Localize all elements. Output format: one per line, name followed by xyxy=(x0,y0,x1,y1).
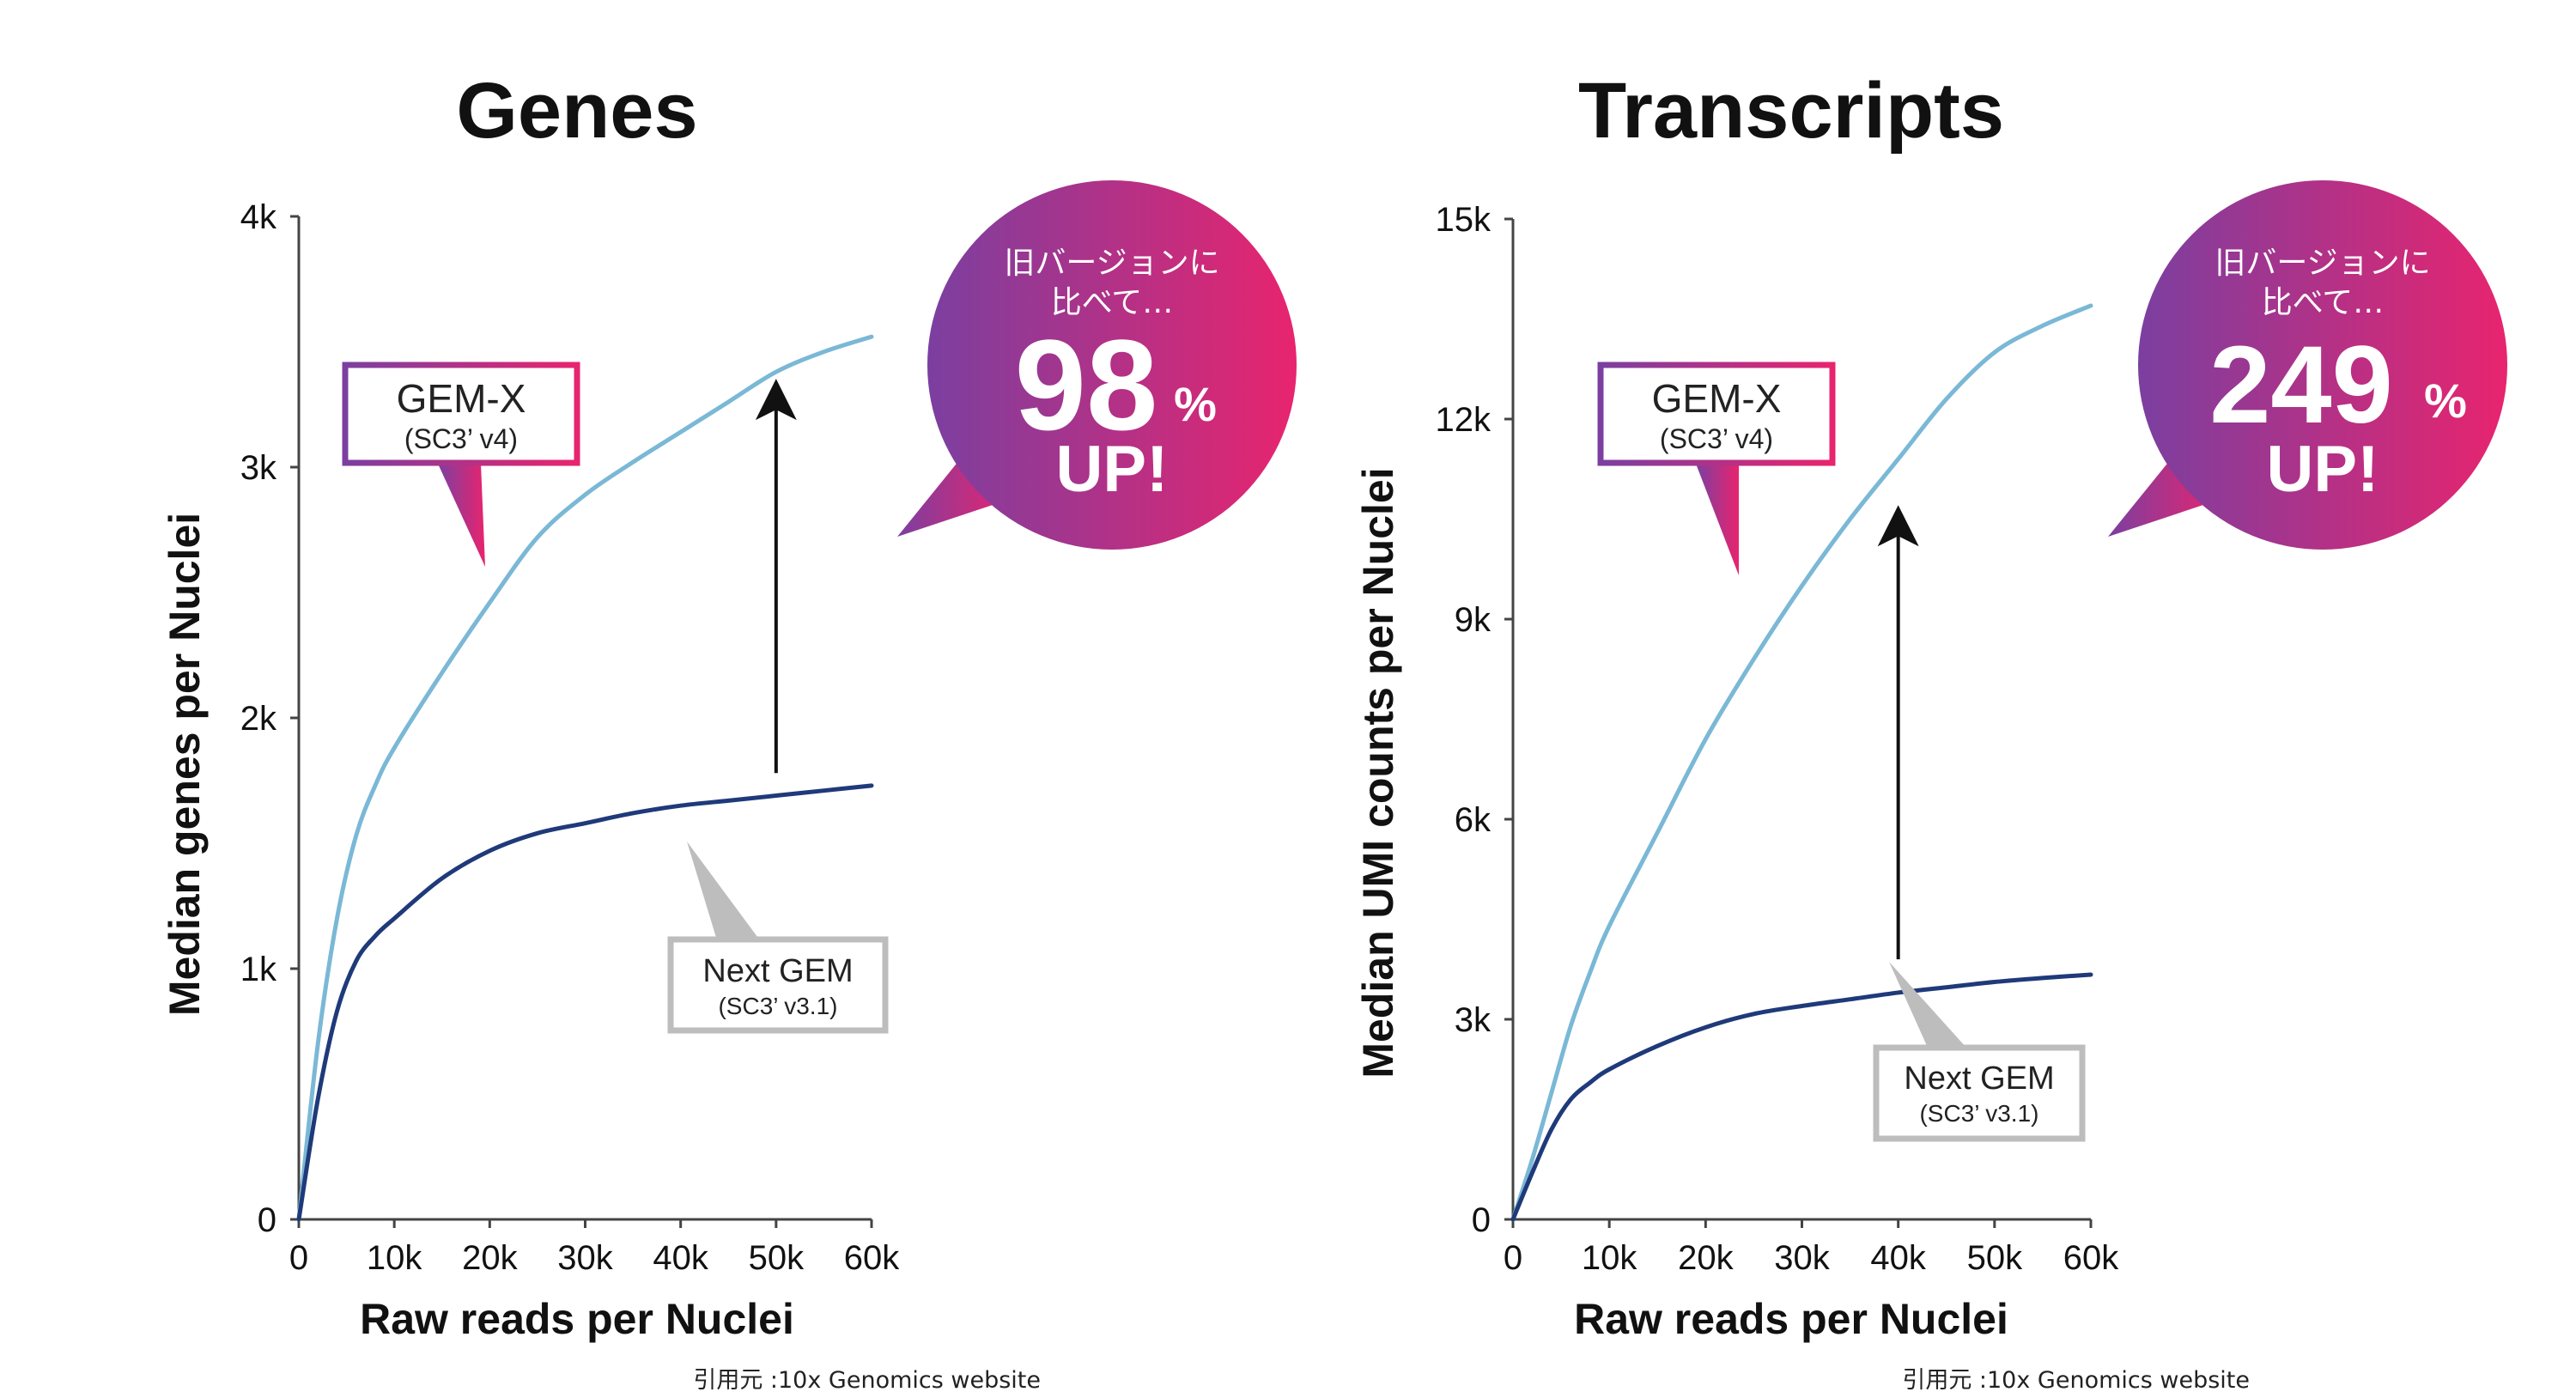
genes-gemx-callout-tail xyxy=(438,464,485,567)
genes-x-tick-label: 30k xyxy=(557,1239,613,1277)
transcripts-x-tick-label: 30k xyxy=(1774,1239,1830,1277)
transcripts-y-tick-label: 3k xyxy=(1455,1001,1492,1039)
genes-nextgem-sublabel: (SC3’ v3.1) xyxy=(718,993,837,1019)
genes-gemx-box xyxy=(342,362,580,466)
genes-gemx-line xyxy=(296,334,874,1222)
transcripts-bubble-number: 249 xyxy=(2209,324,2393,447)
transcripts-y-tick-label: 12k xyxy=(1436,401,1492,439)
transcripts-x-ticks: 0 10k 20k 30k 40k 50k 60k xyxy=(1504,1219,2119,1277)
transcripts-nextgem-box xyxy=(1873,1044,2086,1142)
genes-bubble-up: UP! xyxy=(1056,433,1169,506)
transcripts-bubble-up: UP! xyxy=(2267,433,2379,506)
genes-x-tick-label: 10k xyxy=(367,1239,422,1277)
genes-gemx-label: GEM-X xyxy=(397,376,526,421)
genes-bubble-number: 98 xyxy=(1015,313,1158,457)
transcripts-x-tick-label: 50k xyxy=(1967,1239,2023,1277)
genes-y-ticks: 0 1k 2k 3k 4k xyxy=(240,198,299,1239)
transcripts-series-group xyxy=(1510,303,2093,1222)
genes-y-axis-label: Median genes per Nuclei xyxy=(161,513,209,1016)
genes-bubble-line1: 旧バージョンに xyxy=(1004,246,1219,281)
genes-y-tick-label: 2k xyxy=(240,700,277,738)
transcripts-bubble-percent: % xyxy=(2424,374,2467,428)
transcripts-x-tick-label: 20k xyxy=(1678,1239,1734,1277)
transcripts-nextgem-sublabel: (SC3’ v3.1) xyxy=(1919,1100,2038,1127)
genes-nextgem-line xyxy=(296,783,874,1222)
genes-nextgem-callout: Next GEM (SC3’ v3.1) xyxy=(667,842,889,1034)
genes-y-tick-label: 3k xyxy=(240,449,277,487)
genes-bubble-percent: % xyxy=(1174,377,1217,431)
transcripts-title: Transcripts xyxy=(1578,67,2004,155)
transcripts-nextgem-label: Next GEM xyxy=(1904,1061,2054,1097)
genes-nextgem-callout-tail xyxy=(687,842,760,940)
genes-bubble-circle xyxy=(927,180,1297,550)
transcripts-y-tick-label: 9k xyxy=(1455,601,1492,639)
transcripts-gemx-box xyxy=(1597,362,1836,466)
genes-bubble-line2: 比べて… xyxy=(1051,285,1174,320)
genes-nextgem-label: Next GEM xyxy=(702,953,853,989)
transcripts-nextgem-line xyxy=(1510,972,2093,1222)
transcripts-y-tick-label: 15k xyxy=(1436,201,1492,239)
transcripts-y-axis-label: Median UMI counts per Nuclei xyxy=(1354,467,1402,1078)
transcripts-bubble-circle xyxy=(2138,180,2507,550)
genes-source-note: 引用元 :10x Genomics website xyxy=(693,1367,1041,1394)
transcripts-x-tick-label: 40k xyxy=(1870,1239,1926,1277)
transcripts-y-tick-label: 6k xyxy=(1455,801,1492,839)
genes-x-tick-label: 40k xyxy=(653,1239,708,1277)
genes-nextgem-box xyxy=(667,936,889,1034)
transcripts-gemx-line xyxy=(1510,303,2093,1222)
genes-x-tick-label: 20k xyxy=(462,1239,518,1277)
transcripts-speech-bubble: 旧バージョンに 比べて… 249 % UP! xyxy=(2108,180,2507,550)
genes-y-tick-label: 4k xyxy=(240,198,277,236)
genes-x-tick-label: 60k xyxy=(844,1239,900,1277)
genes-x-axis-label: Raw reads per Nuclei xyxy=(360,1295,794,1343)
transcripts-y-tick-label: 0 xyxy=(1472,1201,1491,1239)
genes-series-group xyxy=(296,334,874,1222)
transcripts-x-tick-label: 0 xyxy=(1504,1239,1522,1277)
transcripts-gemx-sublabel: (SC3’ v4) xyxy=(1660,423,1773,454)
transcripts-gemx-callout-tail xyxy=(1696,464,1739,575)
genes-panel: Genes Median genes per Nuclei Raw reads … xyxy=(161,67,1297,1394)
genes-x-tick-label: 0 xyxy=(289,1239,308,1277)
transcripts-bubble-line1: 旧バージョンに xyxy=(2215,246,2430,281)
transcripts-panel: Transcripts Median UMI counts per Nuclei… xyxy=(1354,67,2507,1394)
genes-x-ticks: 0 10k 20k 30k 40k 50k 60k xyxy=(289,1219,900,1277)
transcripts-gemx-callout: GEM-X (SC3’ v4) xyxy=(1597,362,1836,575)
transcripts-gemx-label: GEM-X xyxy=(1652,376,1782,421)
transcripts-plot-area: 0 3k 6k 9k 12k 15k 0 10k 20k 30k 40k 50k 60k xyxy=(1436,201,2120,1277)
transcripts-bubble-line2: 比べて… xyxy=(2262,285,2385,320)
genes-title: Genes xyxy=(456,67,697,155)
transcripts-x-axis-label: Raw reads per Nuclei xyxy=(1574,1295,2008,1343)
genes-x-tick-label: 50k xyxy=(749,1239,805,1277)
transcripts-y-ticks: 0 3k 6k 9k 12k 15k xyxy=(1436,201,1513,1239)
genes-speech-bubble: 旧バージョンに 比べて… 98 % UP! xyxy=(897,180,1297,550)
genes-y-tick-label: 0 xyxy=(258,1201,276,1239)
genes-gemx-callout: GEM-X (SC3’ v4) xyxy=(342,362,580,567)
transcripts-nextgem-callout-tail xyxy=(1889,962,1966,1048)
genes-plot-area: 0 1k 2k 3k 4k 0 10k 20k 30k 40k 50k 60k xyxy=(240,198,900,1277)
genes-gemx-sublabel: (SC3’ v4) xyxy=(404,423,518,454)
transcripts-x-tick-label: 60k xyxy=(2063,1239,2119,1277)
transcripts-nextgem-callout: Next GEM (SC3’ v3.1) xyxy=(1873,962,2086,1142)
transcripts-source-note: 引用元 :10x Genomics website xyxy=(1902,1367,2250,1394)
genes-y-tick-label: 1k xyxy=(240,951,277,988)
transcripts-x-tick-label: 10k xyxy=(1582,1239,1637,1277)
